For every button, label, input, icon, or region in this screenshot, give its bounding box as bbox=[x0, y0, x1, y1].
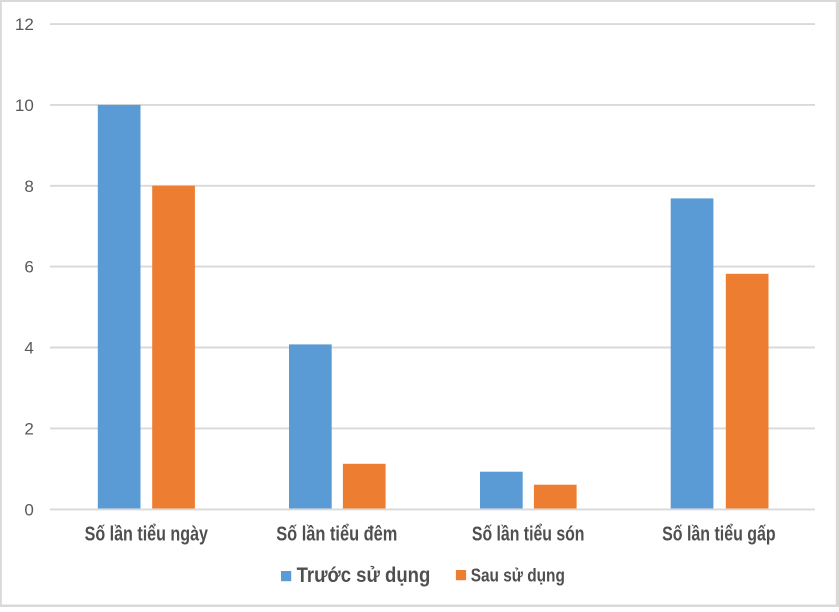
svg-text:6: 6 bbox=[24, 258, 33, 277]
svg-text:4: 4 bbox=[24, 339, 33, 358]
svg-text:Số lần tiểu són: Số lần tiểu són bbox=[472, 523, 585, 545]
svg-text:12: 12 bbox=[15, 15, 34, 34]
svg-text:Số lần tiểu đêm: Số lần tiểu đêm bbox=[276, 523, 397, 545]
svg-text:Số lần tiểu ngày: Số lần tiểu ngày bbox=[85, 523, 209, 545]
svg-text:10: 10 bbox=[15, 96, 34, 115]
svg-text:Số lần tiểu gấp: Số lần tiểu gấp bbox=[662, 523, 776, 545]
svg-text:2: 2 bbox=[24, 420, 33, 439]
svg-text:8: 8 bbox=[24, 177, 33, 196]
svg-text:0: 0 bbox=[24, 501, 33, 520]
svg-text:Sau sử dụng: Sau sử dụng bbox=[471, 566, 565, 586]
svg-text:Trước sử dụng: Trước sử dụng bbox=[297, 564, 431, 587]
